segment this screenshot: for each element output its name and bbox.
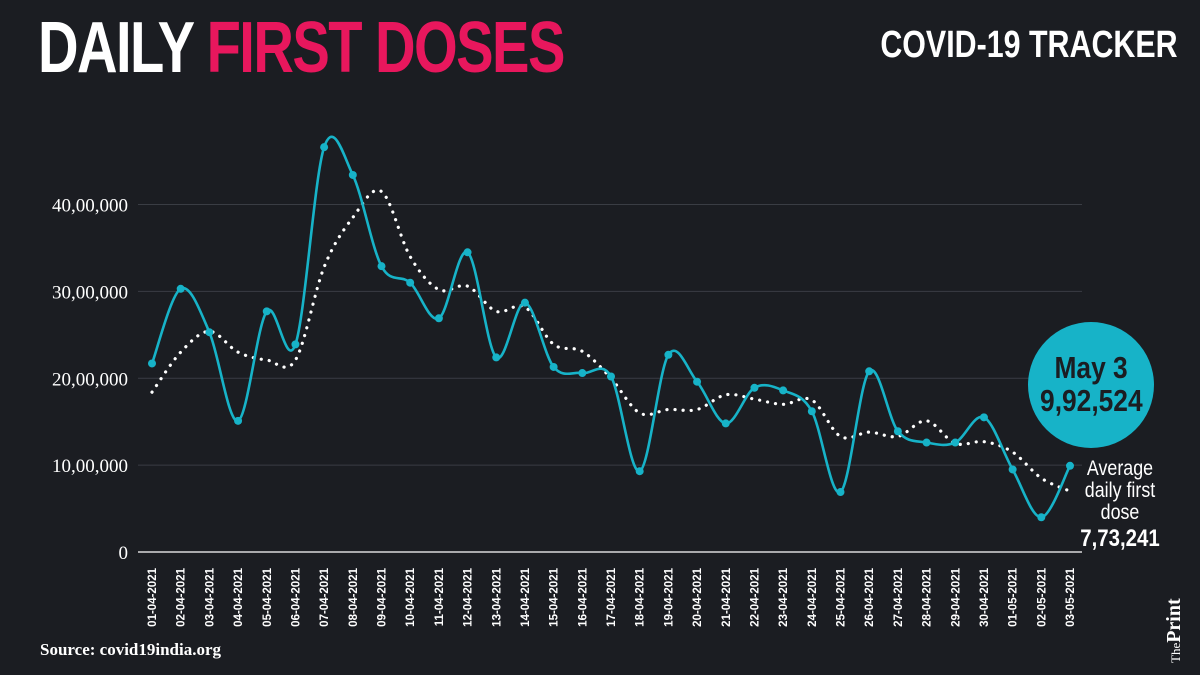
x-tick-label: 21-04-2021 [721, 567, 733, 626]
x-tick-label: 07-04-2021 [319, 567, 331, 626]
average-line [150, 188, 1072, 493]
x-tick-label: 19-04-2021 [663, 567, 675, 626]
daily-point [1037, 513, 1046, 522]
callout-date: May 3 [1054, 350, 1128, 386]
chart-title-part2: FIRST DOSES [206, 8, 566, 88]
x-tick-label: 23-04-2021 [778, 567, 790, 626]
x-tick-label: 16-04-2021 [577, 567, 589, 626]
logo-prefix: The [1168, 642, 1183, 663]
x-tick-label: 17-04-2021 [606, 567, 618, 626]
daily-point [434, 314, 443, 323]
y-tick-label: 40,00,000 [52, 196, 128, 217]
daily-point [779, 386, 788, 395]
daily-point [893, 427, 902, 436]
grid-lines [138, 204, 1082, 553]
x-tick-label: 22-04-2021 [749, 567, 761, 626]
daily-point [377, 262, 386, 271]
x-tick-label: 25-04-2021 [836, 567, 848, 626]
callout-value: 9,92,524 [1039, 383, 1143, 418]
daily-line [150, 135, 1072, 519]
x-tick-label: 28-04-2021 [922, 567, 934, 626]
x-tick-label: 10-04-2021 [405, 567, 417, 626]
daily-point [664, 350, 673, 359]
latest-value-callout: May 3 9,92,524 [1028, 322, 1154, 448]
daily-point [1066, 461, 1074, 470]
x-tick-label: 24-04-2021 [807, 567, 819, 626]
x-tick-label: 15-04-2021 [549, 567, 561, 626]
daily-point [951, 438, 960, 447]
x-tick-label: 03-05-2021 [1065, 567, 1077, 626]
daily-point [607, 372, 615, 381]
source-note: Source: covid19india.org [40, 640, 222, 659]
x-tick-label: 06-04-2021 [290, 567, 302, 626]
daily-point [406, 278, 415, 287]
daily-point [291, 340, 300, 349]
daily-point [549, 362, 558, 371]
y-tick-label: 10,00,000 [52, 456, 128, 477]
y-tick-labels: 0 10,00,000 20,00,000 30,00,000 40,00,000 [52, 196, 128, 565]
daily-point [807, 407, 816, 416]
y-tick-label: 30,00,000 [52, 282, 128, 303]
logo-main: Print [1163, 598, 1185, 643]
x-tick-label: 02-05-2021 [1036, 567, 1048, 626]
y-tick-label: 20,00,000 [52, 369, 128, 390]
tracker-label: COVID-19 TRACKER [880, 24, 1178, 66]
daily-point [693, 377, 702, 386]
average-label: Average daily first dose [1084, 457, 1156, 524]
x-tick-label: 13-04-2021 [491, 567, 503, 626]
daily-point [205, 328, 214, 337]
x-tick-label: 04-04-2021 [233, 567, 245, 626]
x-tick-label: 11-04-2021 [434, 567, 446, 626]
daily-point [750, 383, 759, 392]
daily-point [262, 307, 271, 316]
x-tick-labels: 01-04-2021 02-04-2021 03-04-2021 04-04-2021… [147, 567, 1077, 626]
daily-point [463, 248, 472, 257]
chart-title-part1: DAILY [38, 8, 194, 88]
x-tick-label: 26-04-2021 [864, 567, 876, 626]
chart-series [148, 135, 1074, 522]
daily-point [979, 413, 988, 422]
x-tick-label: 30-04-2021 [979, 567, 991, 626]
daily-point [721, 419, 730, 428]
daily-point [176, 284, 185, 293]
x-tick-label: 01-04-2021 [147, 567, 159, 626]
x-tick-label: 14-04-2021 [520, 567, 532, 626]
x-tick-label: 08-04-2021 [348, 567, 360, 626]
brand-logo: ThePrint [1163, 598, 1186, 663]
daily-point [520, 298, 529, 307]
daily-point [1008, 465, 1017, 474]
daily-point [320, 143, 329, 152]
x-tick-label: 02-04-2021 [176, 567, 188, 626]
x-tick-label: 12-04-2021 [463, 567, 475, 626]
x-tick-label: 03-04-2021 [204, 567, 216, 626]
x-tick-label: 27-04-2021 [893, 567, 905, 626]
x-tick-label: 20-04-2021 [692, 567, 704, 626]
daily-point [865, 367, 874, 376]
daily-point [836, 488, 845, 497]
x-tick-label: 01-05-2021 [1008, 567, 1020, 626]
daily-point [922, 438, 931, 447]
daily-point [635, 467, 644, 476]
chart-title: DAILY FIRST DOSES [38, 12, 565, 84]
x-tick-label: 29-04-2021 [950, 567, 962, 626]
daily-point [348, 170, 357, 179]
x-tick-label: 09-04-2021 [377, 567, 389, 626]
daily-point [148, 359, 156, 368]
daily-point [234, 416, 243, 425]
x-tick-label: 18-04-2021 [635, 567, 647, 626]
daily-point [492, 353, 501, 362]
y-tick-label: 0 [119, 543, 129, 564]
daily-point [578, 369, 587, 378]
x-tick-label: 05-04-2021 [262, 567, 274, 626]
average-value: 7,73,241 [1080, 525, 1160, 552]
average-annotation: Average daily first dose 7,73,241 [1078, 457, 1163, 552]
